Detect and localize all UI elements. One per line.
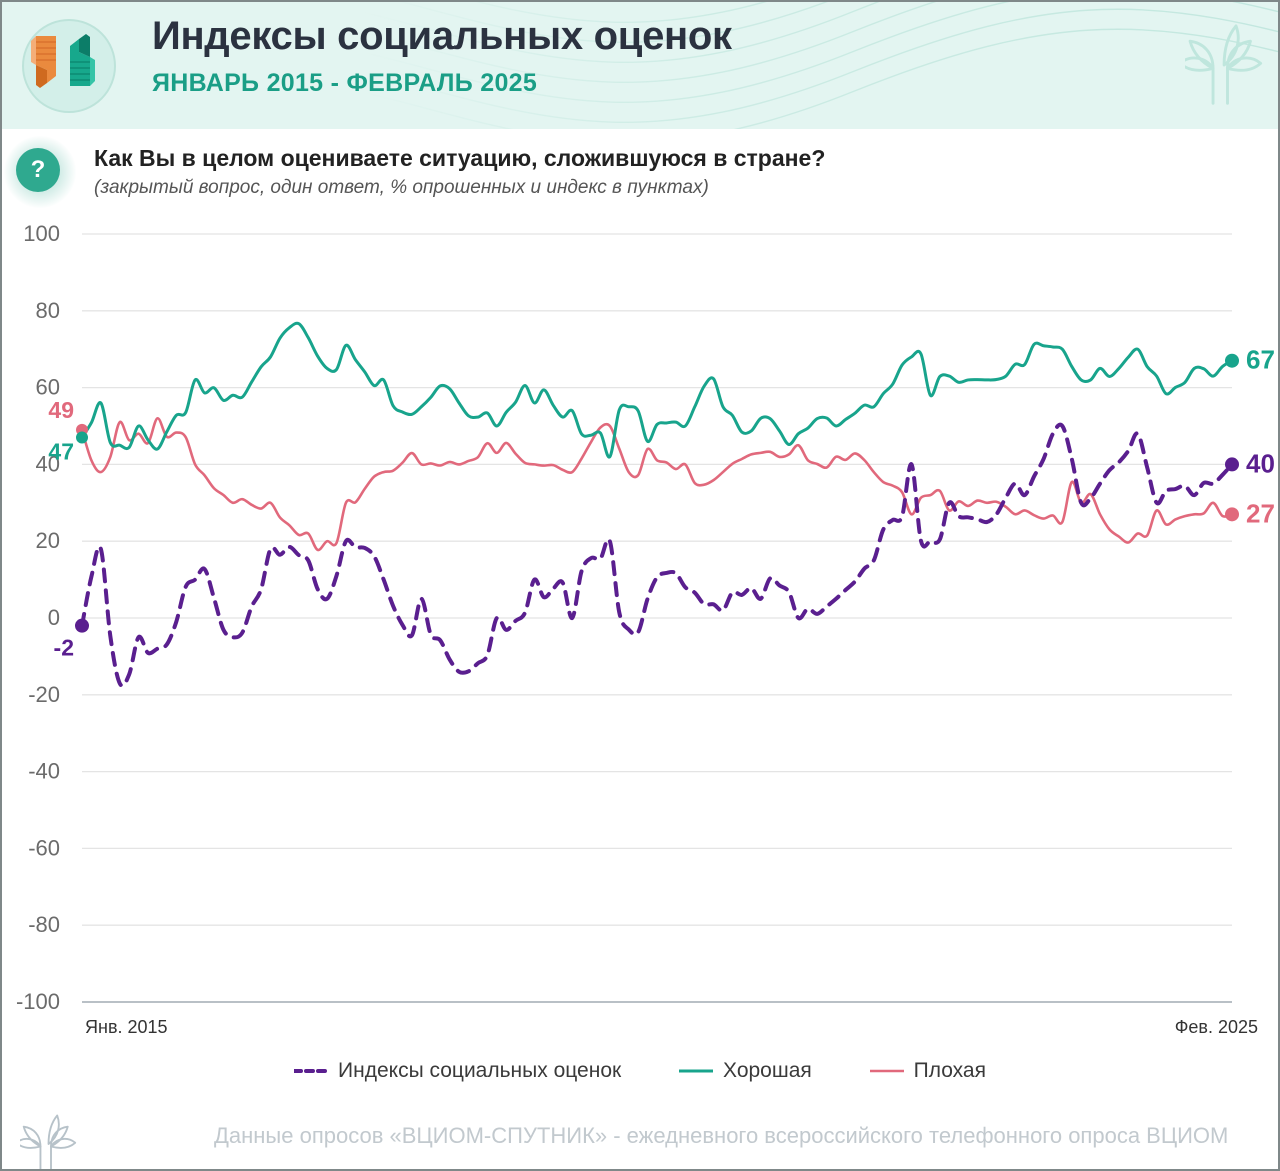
svg-text:40: 40 <box>1246 448 1275 478</box>
svg-text:-100: -100 <box>16 989 60 1012</box>
svg-text:-60: -60 <box>28 835 60 860</box>
svg-text:80: 80 <box>36 298 60 323</box>
svg-text:47: 47 <box>48 439 74 465</box>
svg-text:20: 20 <box>36 528 60 553</box>
svg-text:27: 27 <box>1246 498 1275 528</box>
svg-text:100: 100 <box>23 221 60 246</box>
svg-text:0: 0 <box>48 605 60 630</box>
svg-text:-2: -2 <box>54 635 74 661</box>
svg-text:-40: -40 <box>28 759 60 784</box>
svg-text:-80: -80 <box>28 912 60 937</box>
svg-text:67: 67 <box>1246 345 1275 375</box>
svg-text:49: 49 <box>48 397 74 423</box>
svg-text:-20: -20 <box>28 682 60 707</box>
